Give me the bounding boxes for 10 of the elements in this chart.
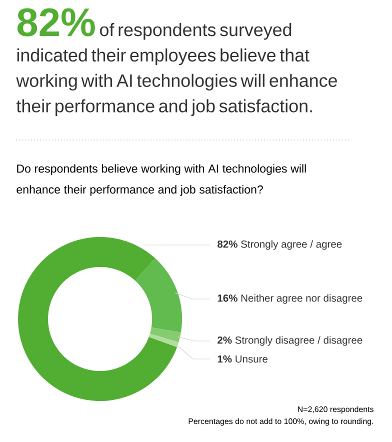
chart-subtitle: Do respondents believe working with AI technologies will enhance their performance and job satisfaction? — [16, 164, 306, 196]
slice-label: Neither agree nor disagree — [241, 294, 362, 304]
slice-label: Unsure — [236, 355, 268, 363]
data-label: 16% — [218, 294, 238, 302]
data-label: 1% — [218, 355, 232, 363]
data-label: 2% — [218, 336, 232, 344]
slice-label: Strongly agree / agree — [241, 240, 342, 250]
chart-title: 82%of respondents surveyed indicated their employees believe that working with AI technologies will enhance their performance and job satisfaction. — [16, 8, 337, 116]
slice-label: Strongly disagree / disagree — [235, 336, 362, 346]
data-label: 82% — [218, 240, 238, 248]
